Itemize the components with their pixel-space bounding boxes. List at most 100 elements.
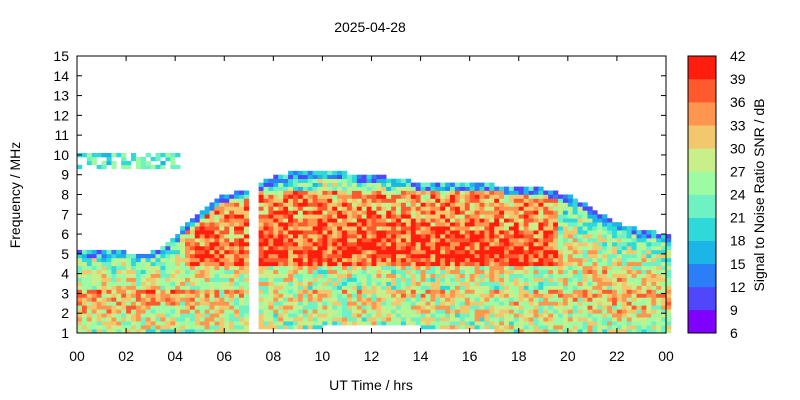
heatmap-cell — [180, 273, 186, 278]
heatmap-cell — [342, 309, 348, 314]
heatmap-cell — [459, 313, 465, 318]
heatmap-cell — [508, 313, 515, 318]
heatmap-cell — [631, 249, 637, 255]
heatmap-cell — [646, 297, 652, 302]
heatmap-cell — [592, 249, 598, 255]
heatmap-cell — [592, 321, 598, 326]
heatmap-cell — [528, 289, 534, 294]
heatmap-cell — [312, 273, 318, 278]
heatmap-cell — [224, 198, 230, 203]
heatmap-cell — [116, 257, 122, 263]
heatmap-cell — [366, 285, 372, 290]
heatmap-cell — [234, 242, 240, 247]
heatmap-cell — [464, 313, 470, 318]
heatmap-cell — [435, 198, 441, 203]
heatmap-cell — [322, 317, 328, 322]
heatmap-cell — [400, 226, 407, 231]
heatmap-cell — [337, 261, 343, 267]
heatmap-cell — [538, 297, 544, 302]
heatmap-cell — [258, 317, 264, 322]
heatmap-cell — [224, 257, 230, 263]
heatmap-cell — [366, 249, 372, 255]
heatmap-cell — [489, 317, 495, 322]
heatmap-cell — [278, 210, 284, 215]
heatmap-cell — [405, 230, 412, 235]
heatmap-cell — [204, 245, 210, 251]
heatmap-cell — [229, 234, 235, 239]
heatmap-cell — [86, 285, 92, 290]
heatmap-cell — [661, 242, 667, 247]
heatmap-cell — [459, 293, 465, 298]
heatmap-cell — [548, 249, 554, 255]
heatmap-cell — [459, 194, 465, 199]
heatmap-cell — [587, 309, 593, 314]
heatmap-cell — [283, 273, 289, 278]
heatmap-cell — [121, 265, 127, 270]
heatmap-cell — [523, 265, 529, 270]
heatmap-cell — [504, 234, 510, 239]
heatmap-cell — [651, 281, 657, 286]
heatmap-cell — [602, 253, 608, 259]
heatmap-cell — [479, 273, 485, 278]
heatmap-cell — [175, 281, 181, 286]
x-tick-label: 16 — [462, 348, 478, 364]
heatmap-cell — [170, 329, 176, 334]
heatmap-cell — [283, 214, 289, 219]
heatmap-cell — [81, 309, 88, 314]
heatmap-cell — [396, 186, 402, 191]
heatmap-cell — [170, 253, 176, 259]
heatmap-cell — [400, 301, 407, 306]
heatmap-cell — [661, 249, 667, 255]
heatmap-cell — [332, 186, 338, 191]
heatmap-cell — [288, 218, 294, 223]
heatmap-cell — [616, 242, 623, 247]
heatmap-cell — [508, 281, 515, 286]
heatmap-cell — [337, 206, 343, 211]
heatmap-cell — [405, 297, 412, 302]
heatmap-cell — [288, 293, 294, 298]
heatmap-cell — [263, 293, 269, 298]
heatmap-cell — [258, 301, 264, 306]
heatmap-cell — [523, 190, 529, 195]
heatmap-cell — [504, 218, 510, 223]
heatmap-cell — [479, 265, 485, 270]
heatmap-cell — [631, 313, 637, 318]
heatmap-cell — [523, 273, 529, 278]
heatmap-cell — [666, 238, 672, 243]
heatmap-cell — [626, 257, 632, 263]
heatmap-cell — [518, 194, 524, 199]
heatmap-cell — [175, 269, 181, 274]
heatmap-cell — [553, 245, 559, 251]
heatmap-cell — [567, 305, 573, 310]
heatmap-cell — [145, 277, 151, 282]
heatmap-cell — [332, 242, 338, 247]
heatmap-cell — [513, 222, 519, 227]
heatmap-cell — [400, 309, 407, 314]
heatmap-cell — [572, 230, 578, 235]
heatmap-cell — [273, 317, 279, 322]
heatmap-cell — [91, 156, 97, 162]
heatmap-cell — [327, 309, 333, 314]
heatmap-cell — [194, 301, 200, 306]
heatmap-cell — [513, 261, 519, 267]
heatmap-cell — [263, 253, 269, 259]
heatmap-cell — [636, 289, 642, 294]
heatmap-cell — [656, 321, 662, 326]
heatmap-cell — [224, 222, 230, 227]
heatmap-cell — [523, 297, 529, 302]
heatmap-cell — [440, 190, 446, 195]
heatmap-cell — [597, 249, 603, 255]
heatmap-cell — [337, 245, 343, 251]
heatmap-cell — [160, 309, 166, 314]
heatmap-cell — [562, 269, 569, 274]
heatmap-cell — [445, 321, 451, 326]
heatmap-cell — [612, 269, 618, 274]
heatmap-cell — [400, 202, 407, 207]
heatmap-cell — [361, 245, 367, 251]
heatmap-cell — [101, 265, 107, 270]
heatmap-cell — [268, 178, 274, 183]
heatmap-cell — [562, 277, 569, 282]
heatmap-cell — [111, 164, 117, 170]
heatmap-cell — [626, 245, 632, 251]
heatmap-cell — [597, 289, 603, 294]
